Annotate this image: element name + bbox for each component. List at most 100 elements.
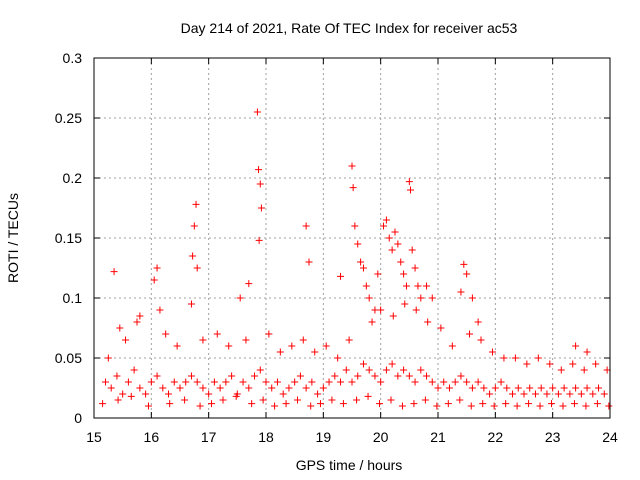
data-point <box>580 366 588 374</box>
data-point <box>127 392 135 400</box>
data-point <box>451 378 459 386</box>
data-point <box>282 400 290 408</box>
data-point <box>397 258 405 266</box>
data-point <box>173 342 181 350</box>
data-point <box>537 384 545 392</box>
y-tick-label: 0.1 <box>63 290 83 306</box>
data-point <box>423 282 431 290</box>
data-point <box>334 354 342 362</box>
data-point <box>354 240 362 248</box>
data-point <box>144 402 152 410</box>
data-point <box>136 312 144 320</box>
x-tick-label: 22 <box>488 429 504 445</box>
x-tick-label: 17 <box>201 429 217 445</box>
data-point <box>411 378 419 386</box>
data-point <box>210 378 218 386</box>
x-tick-label: 15 <box>86 429 102 445</box>
data-point <box>405 372 413 380</box>
data-point <box>444 400 452 408</box>
data-point <box>273 378 281 386</box>
data-point <box>531 390 539 398</box>
data-point <box>337 378 345 386</box>
data-point <box>468 384 476 392</box>
data-point <box>388 246 396 254</box>
data-point <box>394 372 402 380</box>
data-point <box>359 264 367 272</box>
data-point <box>560 384 568 392</box>
data-point <box>440 378 448 386</box>
data-point <box>406 186 414 194</box>
data-point <box>410 400 418 408</box>
data-point <box>302 384 310 392</box>
data-point <box>388 360 396 368</box>
data-point <box>572 342 580 350</box>
data-point <box>513 402 521 410</box>
data-point <box>225 342 233 350</box>
data-point <box>288 342 296 350</box>
data-point <box>423 372 431 380</box>
data-point <box>308 378 316 386</box>
data-point <box>156 306 164 314</box>
data-point <box>400 270 408 278</box>
data-point <box>236 294 244 302</box>
data-point <box>362 282 370 290</box>
data-point <box>193 264 201 272</box>
data-point <box>572 384 580 392</box>
data-point <box>502 400 510 408</box>
data-point <box>486 390 494 398</box>
data-point <box>566 390 574 398</box>
data-point <box>153 372 161 380</box>
data-point <box>253 108 261 116</box>
data-point <box>434 384 442 392</box>
data-point <box>536 402 544 410</box>
data-point <box>124 378 132 386</box>
data-point <box>514 384 522 392</box>
data-point <box>405 178 413 186</box>
data-point <box>408 246 416 254</box>
data-point <box>166 400 174 408</box>
data-point <box>199 384 207 392</box>
data-point <box>176 384 184 392</box>
data-point <box>216 384 224 392</box>
data-point <box>491 384 499 392</box>
data-point <box>307 402 315 410</box>
data-point <box>116 324 124 332</box>
data-point <box>600 390 608 398</box>
data-point <box>262 378 270 386</box>
data-point <box>311 348 319 356</box>
data-point <box>257 204 265 212</box>
y-tick-label: 0.05 <box>55 350 82 366</box>
data-point <box>593 400 601 408</box>
data-point <box>119 390 127 398</box>
data-point <box>490 402 498 410</box>
data-point <box>557 366 565 374</box>
data-point <box>398 402 406 410</box>
data-point <box>328 396 336 404</box>
data-point <box>208 400 216 408</box>
data-point <box>460 260 468 268</box>
data-point <box>222 378 230 386</box>
data-point <box>136 384 144 392</box>
data-point <box>248 400 256 408</box>
data-point <box>337 272 345 280</box>
data-point <box>365 294 373 302</box>
data-point <box>500 354 508 362</box>
data-point <box>349 184 357 192</box>
data-point <box>314 390 322 398</box>
data-point <box>101 378 109 386</box>
data-point <box>182 378 190 386</box>
data-point <box>285 384 293 392</box>
data-point <box>279 390 287 398</box>
data-point <box>251 372 259 380</box>
data-point <box>583 384 591 392</box>
data-point <box>354 372 362 380</box>
data-point <box>382 366 390 374</box>
data-point <box>296 372 304 380</box>
data-point <box>348 162 356 170</box>
data-point <box>477 336 485 344</box>
data-point <box>389 312 397 320</box>
data-point <box>605 402 613 410</box>
data-point <box>402 282 410 290</box>
data-point <box>316 400 324 408</box>
data-point <box>256 180 264 188</box>
